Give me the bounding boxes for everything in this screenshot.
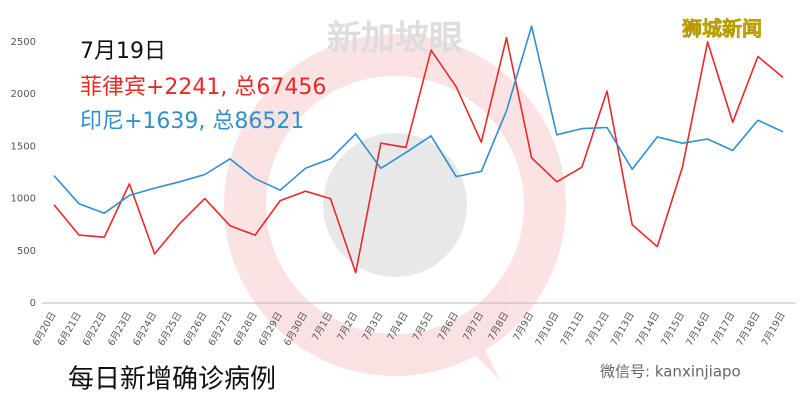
y-tick-label: 2500 <box>11 37 36 48</box>
y-tick-label: 500 <box>17 246 36 257</box>
y-tick-label: 0 <box>30 298 36 309</box>
y-tick-label: 1500 <box>11 141 36 152</box>
watermark-logo <box>224 34 566 380</box>
annotation-date: 7月19日 <box>80 39 166 64</box>
series-line <box>53 25 784 214</box>
chart-subtitle: 每日新增确诊病例 <box>68 365 276 395</box>
wechat-id: 微信号: kanxinjiapo <box>600 363 741 381</box>
brand: 狮城新闻 <box>682 17 762 41</box>
annotation-indonesia: 印尼+1639, 总86521 <box>80 109 304 134</box>
watermark-text: 新加坡眼 <box>327 19 463 59</box>
y-tick-label: 1000 <box>11 194 36 205</box>
series-line <box>53 36 784 274</box>
annotation-philippines: 菲律宾+2241, 总67456 <box>80 75 326 100</box>
y-tick-label: 2000 <box>11 89 36 100</box>
